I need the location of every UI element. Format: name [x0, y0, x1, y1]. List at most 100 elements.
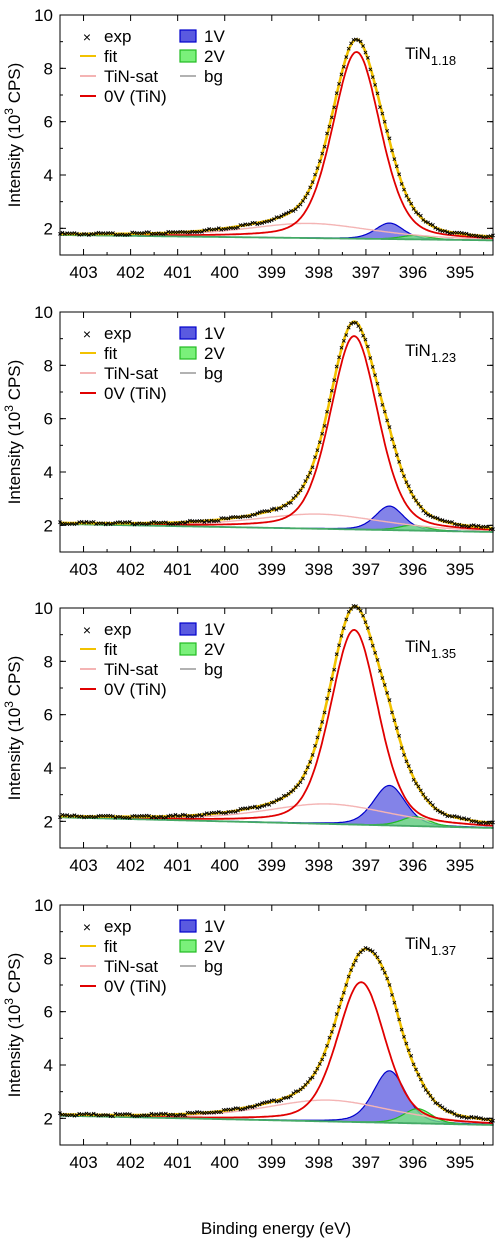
data-point — [252, 804, 257, 809]
legend-v2-label: 2V — [204, 47, 225, 66]
data-point — [344, 333, 349, 337]
legend-sat-label: TiN-sat — [104, 67, 158, 86]
chart-panel: 403 402 401 400 399 398 397 396 395 2 4 6 8 10 Intensi… — [2, 896, 495, 1172]
data-point — [291, 209, 296, 213]
data-point — [414, 498, 418, 503]
data-point — [375, 658, 380, 662]
background-line — [60, 1114, 493, 1126]
data-point — [346, 325, 351, 330]
data-point — [320, 719, 325, 724]
data-point — [310, 753, 315, 757]
plot-frame — [59, 311, 494, 553]
data-point — [373, 373, 378, 378]
sample-label: TiN1.23 — [405, 341, 456, 365]
legend-sat-label: TiN-sat — [104, 957, 158, 976]
data-point — [301, 484, 305, 489]
data-point — [183, 813, 188, 818]
data-point — [380, 111, 385, 116]
data-point — [414, 210, 418, 215]
data-point — [313, 172, 317, 177]
data-point — [171, 814, 175, 818]
data-point — [382, 683, 387, 687]
y-tick-label: 8 — [44, 949, 53, 968]
data-point — [452, 1112, 457, 1116]
data-point — [286, 210, 291, 215]
data-point — [303, 479, 308, 483]
legend-tin-label: 0V (TiN) — [104, 87, 167, 106]
data-point — [183, 521, 188, 525]
legend-fit-label: fit — [104, 47, 118, 66]
data-point — [276, 215, 281, 220]
data-point — [197, 813, 202, 817]
data-point — [286, 1095, 291, 1100]
data-point — [390, 992, 394, 997]
data-point — [156, 1112, 161, 1117]
data-point — [457, 522, 462, 527]
data-point — [106, 521, 111, 526]
data-point — [378, 105, 382, 110]
data-point — [322, 424, 327, 428]
data-point — [380, 966, 385, 971]
data-point — [332, 378, 337, 383]
data-point — [317, 1061, 322, 1066]
legend-v1-swatch — [179, 326, 197, 340]
x-tick-label: 395 — [446, 263, 474, 282]
sample-label: TiN1.37 — [405, 934, 456, 958]
data-point — [224, 811, 228, 816]
data-point — [411, 777, 416, 782]
data-point — [382, 119, 387, 124]
legend-v1-label: 1V — [204, 324, 225, 343]
data-point — [363, 945, 368, 950]
data-point — [149, 815, 154, 820]
data-point — [435, 808, 440, 813]
y-tick-label: 4 — [44, 463, 53, 482]
x-tick-label: 399 — [258, 1153, 286, 1172]
legend-fit-label: fit — [104, 344, 118, 363]
data-point — [387, 136, 392, 141]
data-point — [250, 805, 255, 810]
data-point — [409, 1053, 414, 1058]
data-point — [334, 1012, 339, 1016]
data-point — [79, 519, 84, 524]
x-tick-label: 396 — [399, 1153, 427, 1172]
y-tick-label: 6 — [44, 1003, 53, 1022]
x-tick-label: 398 — [305, 1153, 333, 1172]
data-point — [178, 813, 183, 818]
x-tick-label: 398 — [305, 560, 333, 579]
data-point — [339, 72, 344, 77]
data-point — [370, 643, 375, 648]
data-point — [236, 808, 240, 813]
data-point — [267, 1099, 272, 1104]
data-point — [303, 770, 308, 775]
data-point — [262, 803, 267, 808]
data-point — [392, 444, 397, 449]
x-tick-label: 401 — [163, 263, 191, 282]
data-point — [296, 783, 301, 788]
x-tick-label: 400 — [211, 1153, 239, 1172]
x-tick-label: 401 — [163, 1153, 191, 1172]
data-point — [426, 513, 430, 517]
data-point — [467, 524, 471, 529]
data-point — [365, 55, 370, 60]
legend-exp-label: exp — [104, 917, 131, 936]
data-point — [250, 1105, 255, 1110]
data-point — [200, 814, 204, 818]
data-point — [296, 1089, 301, 1094]
data-point — [387, 698, 392, 702]
data-point — [207, 811, 212, 816]
data-point — [130, 521, 135, 526]
data-point — [216, 226, 221, 231]
data-point — [404, 1041, 409, 1046]
x-tick-label: 401 — [163, 856, 191, 875]
data-point — [385, 690, 390, 695]
legend-v2-swatch — [179, 346, 197, 360]
data-point — [298, 202, 303, 207]
x-tick-label: 402 — [116, 1153, 144, 1172]
data-point — [240, 223, 245, 228]
data-point — [106, 1113, 111, 1118]
data-point — [163, 815, 168, 820]
y-tick-label: 4 — [44, 759, 53, 778]
data-point — [406, 764, 411, 769]
data-point — [325, 131, 329, 136]
